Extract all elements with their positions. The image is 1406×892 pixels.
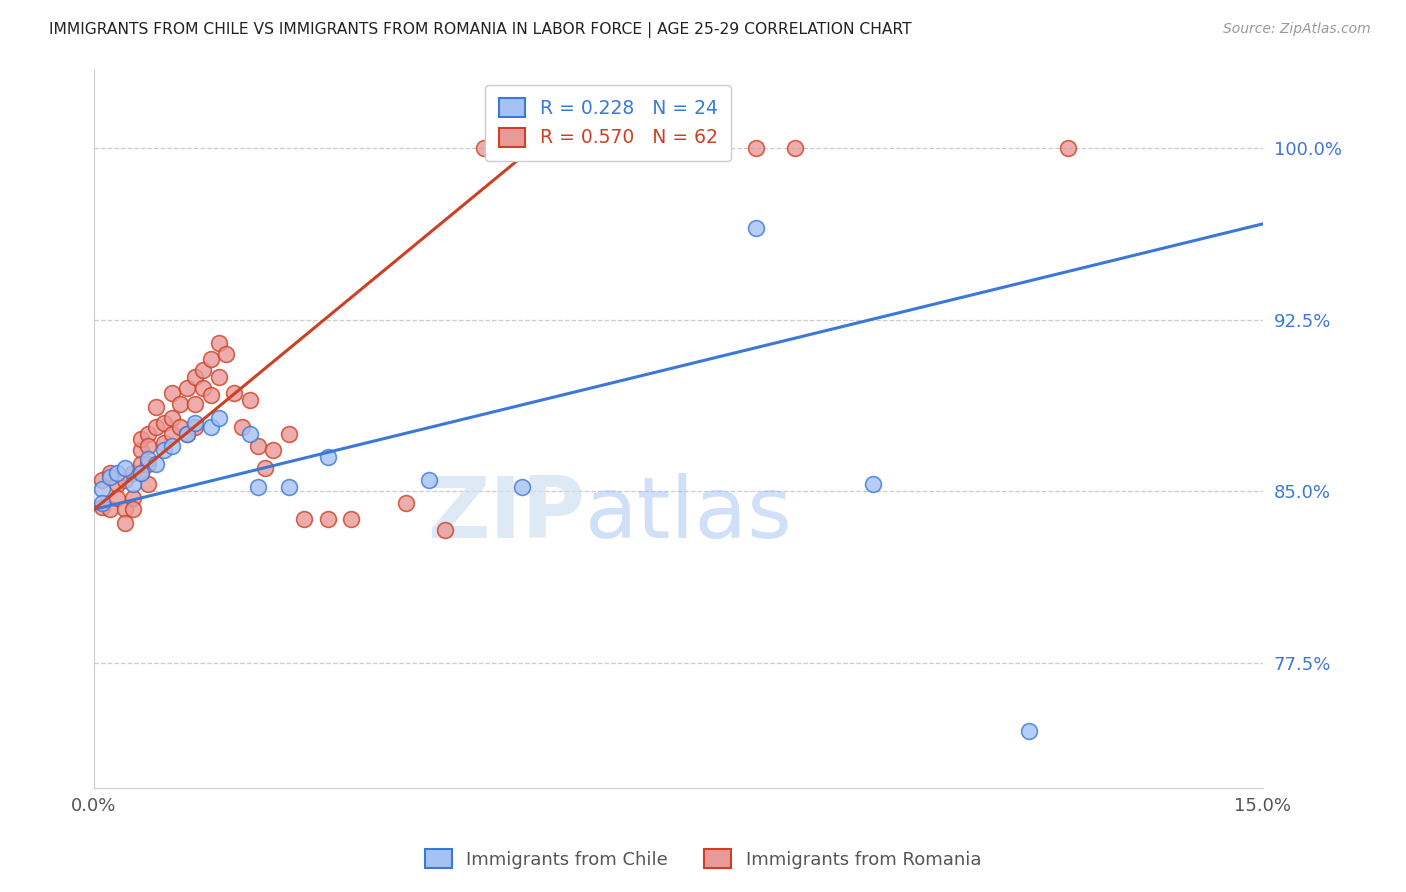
Point [239,427,262,442]
Point [114,516,136,531]
Point [239,392,262,407]
Point [512,141,534,155]
Text: ZIP: ZIP [427,474,585,557]
Point [160,411,183,425]
Point [231,420,253,434]
Point [246,480,269,494]
Point [191,381,214,395]
Point [129,457,152,471]
Text: Source: ZipAtlas.com: Source: ZipAtlas.com [1223,22,1371,37]
Point [433,523,456,537]
Point [277,480,299,494]
Point [129,466,152,480]
Point [394,495,416,509]
Point [145,457,167,471]
Point [1057,141,1080,155]
Point [114,473,136,487]
Point [153,443,176,458]
Point [98,466,121,480]
Point [745,221,768,235]
Point [114,461,136,475]
Point [153,436,176,450]
Point [176,427,198,442]
Point [129,432,152,446]
Point [254,461,277,475]
Legend: R = 0.228   N = 24, R = 0.570   N = 62: R = 0.228 N = 24, R = 0.570 N = 62 [485,85,731,161]
Point [90,473,112,487]
Point [207,370,229,384]
Point [628,141,651,155]
Point [145,420,167,434]
Point [176,427,198,442]
Point [706,141,728,155]
Point [862,477,884,491]
Point [114,502,136,516]
Point [90,495,112,509]
Point [90,500,112,515]
Point [316,511,339,525]
Point [105,491,128,505]
Point [138,452,160,467]
Point [169,420,191,434]
Point [200,388,222,402]
Point [105,466,128,480]
Point [129,443,152,458]
Point [200,351,222,366]
Point [224,386,246,401]
Point [589,141,612,155]
Point [160,427,183,442]
Point [176,381,198,395]
Text: atlas: atlas [585,474,793,557]
Point [184,370,207,384]
Point [122,466,145,480]
Point [169,397,191,411]
Point [745,141,768,155]
Point [418,473,440,487]
Point [98,470,121,484]
Point [153,416,176,430]
Point [292,511,315,525]
Point [512,480,534,494]
Point [160,438,183,452]
Point [262,443,284,458]
Point [138,457,160,471]
Point [191,363,214,377]
Text: IMMIGRANTS FROM CHILE VS IMMIGRANTS FROM ROMANIA IN LABOR FORCE | AGE 25-29 CORR: IMMIGRANTS FROM CHILE VS IMMIGRANTS FROM… [49,22,912,38]
Point [129,466,152,480]
Point [785,141,807,155]
Point [340,511,363,525]
Point [138,427,160,442]
Point [207,335,229,350]
Point [277,427,299,442]
Point [184,420,207,434]
Legend: Immigrants from Chile, Immigrants from Romania: Immigrants from Chile, Immigrants from R… [418,842,988,876]
Point [207,411,229,425]
Point [184,397,207,411]
Point [122,477,145,491]
Point [90,482,112,496]
Point [138,477,160,491]
Point [138,438,160,452]
Point [246,438,269,452]
Point [316,450,339,464]
Point [472,141,495,155]
Point [122,491,145,505]
Point [184,416,207,430]
Point [215,347,238,361]
Point [200,420,222,434]
Point [160,386,183,401]
Point [98,502,121,516]
Point [1018,724,1040,739]
Point [145,400,167,414]
Point [105,477,128,491]
Point [122,502,145,516]
Point [666,141,689,155]
